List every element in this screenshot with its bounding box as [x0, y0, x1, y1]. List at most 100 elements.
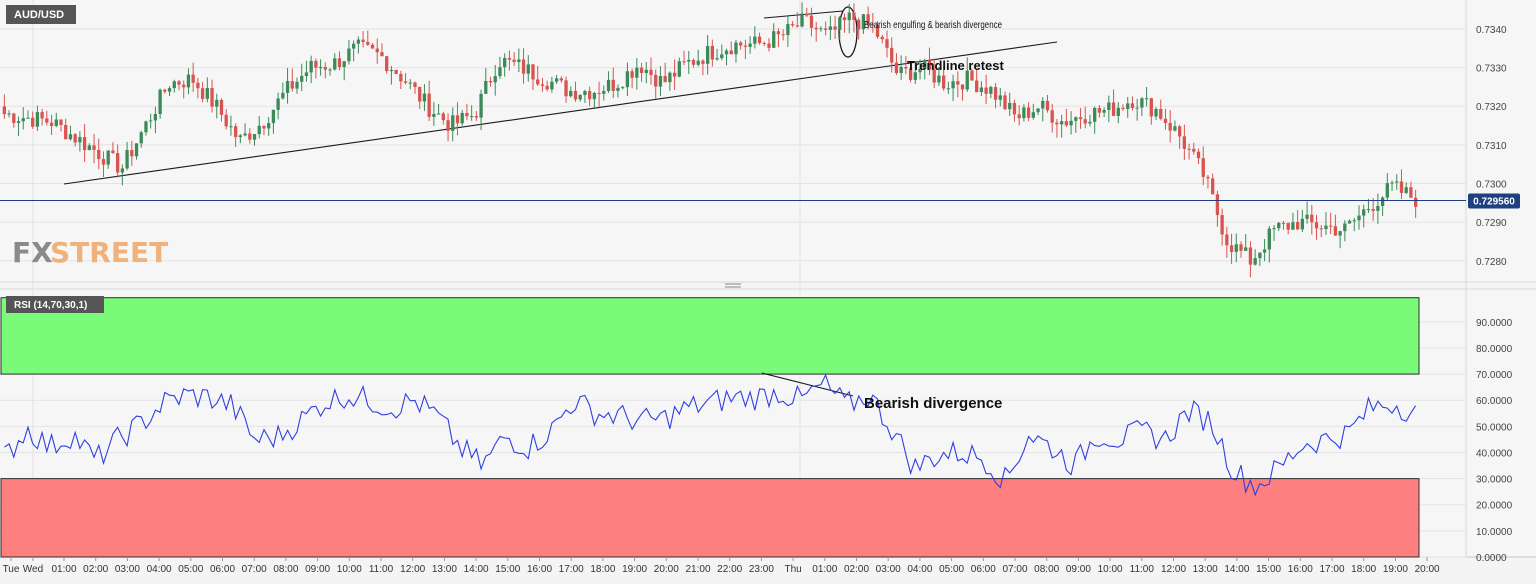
candle-body: [1272, 228, 1276, 230]
candle-body: [1253, 258, 1257, 265]
rsi-indicator-badge[interactable]: RSI (14,70,30,1): [6, 296, 104, 313]
rsi-tick-label: 20.0000: [1476, 501, 1513, 512]
candle-body: [1277, 222, 1281, 229]
candle-body: [68, 134, 73, 140]
candle-body: [215, 99, 219, 107]
candle-body: [186, 74, 191, 88]
candle-body: [1376, 205, 1380, 211]
candle-body: [559, 78, 563, 81]
candle-body: [1017, 114, 1021, 119]
rsi-tick-label: 10.0000: [1476, 527, 1513, 538]
candle-body: [49, 122, 54, 126]
time-tick-label: 15:00: [495, 564, 520, 575]
candle-body: [1262, 249, 1267, 253]
candle-body: [285, 81, 290, 93]
candle-body: [828, 26, 833, 30]
candle-body: [389, 69, 394, 72]
time-tick-label: 07:00: [1002, 564, 1027, 575]
candle-body: [814, 27, 818, 30]
svg-text:AUD/USD: AUD/USD: [14, 9, 64, 21]
candle-body: [26, 117, 30, 119]
time-tick-label: 07:00: [242, 564, 267, 575]
rsi-axis-labels: 90.0000 80.0000 70.0000 60.0000 50.0000 40.00…: [1476, 318, 1513, 564]
time-tick-label: 20:00: [1415, 564, 1440, 575]
candle-body: [1159, 108, 1163, 119]
oversold-zone: [0, 478, 1420, 558]
candle-body: [1295, 222, 1300, 230]
rsi-tick-label: 30.0000: [1476, 475, 1513, 486]
candle-body: [130, 150, 134, 157]
price-tick-label: 0.7310: [1476, 141, 1507, 152]
price-tick-label: 0.7340: [1476, 25, 1507, 36]
candle-body: [918, 68, 922, 73]
candle-body: [1211, 178, 1215, 195]
candle-body: [710, 45, 715, 60]
candle-body: [1036, 108, 1040, 113]
candle-body: [205, 87, 209, 99]
rsi-tick-label: 0.0000: [1476, 553, 1507, 564]
candle-body: [705, 45, 710, 64]
current-price-badge: 0.729560: [1468, 193, 1520, 209]
candle-body: [1149, 98, 1153, 117]
candle-body: [59, 119, 63, 125]
candle-body: [1031, 112, 1035, 118]
candle-body: [635, 67, 639, 78]
pane-resize-handle[interactable]: [725, 283, 741, 288]
candle-body: [951, 81, 955, 89]
candle-body: [885, 39, 889, 48]
candle-body: [1097, 107, 1102, 113]
candle-body: [677, 61, 681, 77]
candle-body: [1201, 158, 1205, 177]
candle-body: [729, 50, 733, 55]
candle-body: [484, 80, 488, 94]
time-tick-label: 06:00: [210, 564, 235, 575]
candle-body: [248, 133, 252, 140]
candle-body: [899, 66, 903, 73]
candle-body: [451, 115, 455, 131]
candle-body: [998, 95, 1002, 100]
candle-body: [153, 114, 158, 121]
candle-body: [890, 47, 894, 63]
candle-body: [1220, 215, 1224, 235]
rsi-axis-bg: [1466, 289, 1536, 557]
candle-body: [1409, 187, 1413, 198]
candle-body: [1206, 176, 1210, 179]
candle-body: [276, 98, 280, 110]
time-tick-label: Thu: [784, 564, 801, 575]
candle-body: [644, 69, 648, 74]
instrument-badge[interactable]: AUD/USD: [6, 5, 76, 24]
candle-body: [1399, 181, 1404, 193]
candle-body: [1163, 118, 1168, 123]
candle-body: [823, 28, 828, 30]
candle-body: [134, 143, 139, 157]
time-tick-label: 19:00: [1383, 564, 1408, 575]
candle-body: [512, 59, 516, 62]
candle-body: [12, 113, 16, 123]
candle-body: [441, 113, 445, 121]
candle-body: [1130, 103, 1135, 109]
candle-body: [45, 118, 49, 123]
candle-body: [781, 34, 785, 36]
candle-body: [1385, 183, 1389, 198]
candle-body: [927, 60, 932, 70]
candle-body: [526, 64, 530, 74]
candle-body: [1239, 244, 1243, 251]
rsi-tick-label: 90.0000: [1476, 318, 1513, 329]
price-tick-label: 0.7330: [1476, 64, 1507, 75]
candle-body: [1192, 148, 1196, 152]
candle-body: [210, 87, 214, 107]
candle-body: [1003, 95, 1007, 110]
candle-body: [809, 15, 814, 28]
candle-body: [64, 124, 68, 140]
candle-body: [649, 69, 653, 75]
candle-body: [838, 17, 842, 30]
candle-body: [73, 134, 77, 143]
candle-body: [1111, 102, 1116, 116]
candle-body: [979, 87, 984, 93]
candle-body: [1338, 231, 1342, 236]
price-tick-label: 0.7280: [1476, 257, 1507, 268]
candle-body: [1012, 102, 1017, 115]
price-tick-label: 0.7290: [1476, 218, 1507, 229]
rsi-tick-label: 80.0000: [1476, 344, 1513, 355]
candle-body: [1116, 107, 1120, 116]
